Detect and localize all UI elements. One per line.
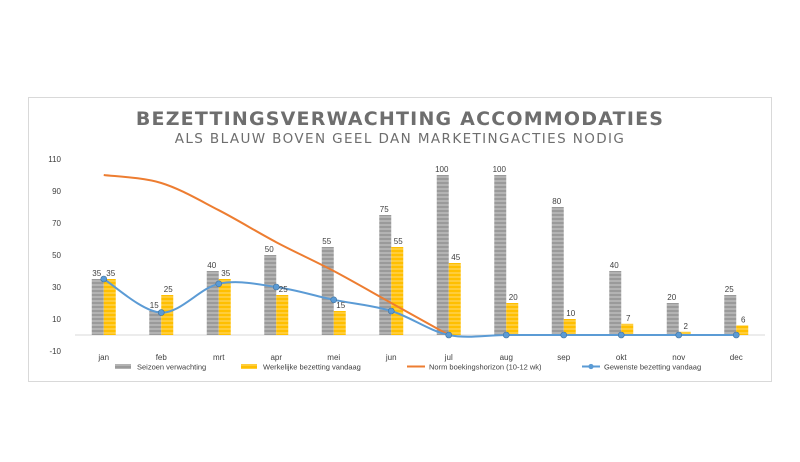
bar: [206, 271, 219, 335]
bar-data-label: 40: [207, 261, 216, 270]
bar-data-label: 40: [610, 261, 619, 270]
bar: [276, 295, 289, 335]
line-marker: [272, 283, 280, 291]
line-marker: [617, 331, 625, 339]
bar: [666, 303, 679, 335]
bar: [621, 323, 634, 335]
y-tick-label: 90: [52, 187, 61, 196]
y-tick-label: 30: [52, 283, 61, 292]
y-tick-label: -10: [49, 347, 61, 356]
bar-data-label: 35: [92, 269, 101, 278]
bar-data-label: 75: [380, 205, 389, 214]
chart-title: BEZETTINGSVERWACHTING ACCOMMODATIES: [136, 108, 664, 130]
bar: [436, 175, 449, 335]
line-marker: [732, 331, 740, 339]
bar: [609, 271, 622, 335]
bar-data-label: 15: [336, 301, 345, 310]
y-tick-label: 70: [52, 219, 61, 228]
x-tick-label: okt: [616, 353, 627, 362]
bar-data-label: 20: [667, 293, 676, 302]
bar-data-label: 25: [279, 285, 288, 294]
legend-swatch: [115, 364, 131, 369]
bar-data-label: 7: [626, 314, 631, 323]
bar-data-label: 35: [106, 269, 115, 278]
bar-data-label: 10: [566, 309, 575, 318]
bar-data-label: 50: [265, 245, 274, 254]
line-marker: [675, 331, 683, 339]
bar: [448, 263, 461, 335]
bar: [736, 325, 749, 335]
bar-data-label: 35: [221, 269, 230, 278]
bar: [506, 303, 519, 335]
chart-subtitle: ALS BLAUW BOVEN GEEL DAN MARKETINGACTIES…: [175, 131, 626, 147]
legend-marker: [588, 363, 594, 370]
data-labels: 35 15 40 50 55 75 100 100 80 40 20 25 35 25 35 25 15 55 45…: [92, 165, 746, 331]
bar-data-label: 55: [322, 237, 331, 246]
chart: BEZETTINGSVERWACHTING ACCOMMODATIES ALS …: [48, 108, 765, 372]
lines: [100, 174, 740, 339]
bar: [103, 279, 116, 335]
legend-label: Gewenste bezetting vandaag: [604, 363, 701, 372]
y-tick-label: 10: [52, 315, 61, 324]
bar: [321, 247, 334, 335]
bar: [678, 331, 691, 335]
x-tick-label: jun: [385, 353, 397, 362]
legend-label: Werkelijke bezetting vandaag: [263, 363, 361, 372]
x-tick-label: dec: [730, 353, 743, 362]
x-tick-label: mei: [327, 353, 340, 362]
bar-data-label: 2: [684, 322, 689, 331]
bar-data-label: 100: [435, 165, 449, 174]
bar: [218, 279, 231, 335]
bar-data-label: 100: [493, 165, 507, 174]
x-tick-label: feb: [156, 353, 168, 362]
bar-data-label: 55: [394, 237, 403, 246]
bar-data-label: 45: [451, 253, 460, 262]
series-line: [103, 278, 737, 338]
line-marker: [215, 280, 223, 288]
bar-data-label: 80: [552, 197, 561, 206]
x-tick-label: jul: [444, 353, 453, 362]
bar: [563, 319, 576, 335]
line-marker: [157, 309, 165, 316]
bar: [724, 295, 737, 335]
bar-data-label: 20: [509, 293, 518, 302]
bar-data-label: 25: [164, 285, 173, 294]
y-tick-label: 110: [48, 155, 61, 164]
bar-data-label: 15: [150, 301, 159, 310]
line-marker: [560, 331, 568, 339]
line-marker: [330, 296, 338, 304]
line-marker: [387, 307, 395, 315]
x-tick-label: apr: [270, 353, 282, 362]
legend-label: Seizoen verwachting: [137, 363, 206, 372]
bar: [264, 255, 277, 335]
x-tick-label: nov: [672, 353, 685, 362]
y-tick-label: 50: [52, 251, 61, 260]
bar: [91, 279, 104, 335]
bar: [333, 311, 346, 335]
series-line: [103, 174, 450, 336]
chart-frame: BEZETTINGSVERWACHTING ACCOMMODATIES ALS …: [28, 97, 772, 382]
line-marker: [445, 331, 453, 339]
bar: [149, 311, 162, 335]
bar: [379, 215, 392, 335]
line-marker: [502, 331, 510, 339]
bar: [494, 175, 507, 335]
x-tick-label: mrt: [213, 353, 225, 362]
legend-swatch: [241, 364, 257, 369]
x-tick-label: jan: [97, 353, 109, 362]
bar-data-label: 6: [741, 315, 746, 324]
legend-label: Norm boekingshorizon (10-12 wk): [429, 363, 542, 372]
bar-data-label: 25: [725, 285, 734, 294]
bars: [91, 175, 749, 335]
legend: Seizoen verwachting Werkelijke bezetting …: [115, 363, 701, 372]
bar: [551, 207, 564, 335]
bar: [391, 247, 404, 335]
x-tick-label: aug: [500, 353, 513, 362]
x-tick-label: sep: [557, 353, 570, 362]
bar: [161, 295, 174, 335]
line-marker: [100, 275, 108, 283]
